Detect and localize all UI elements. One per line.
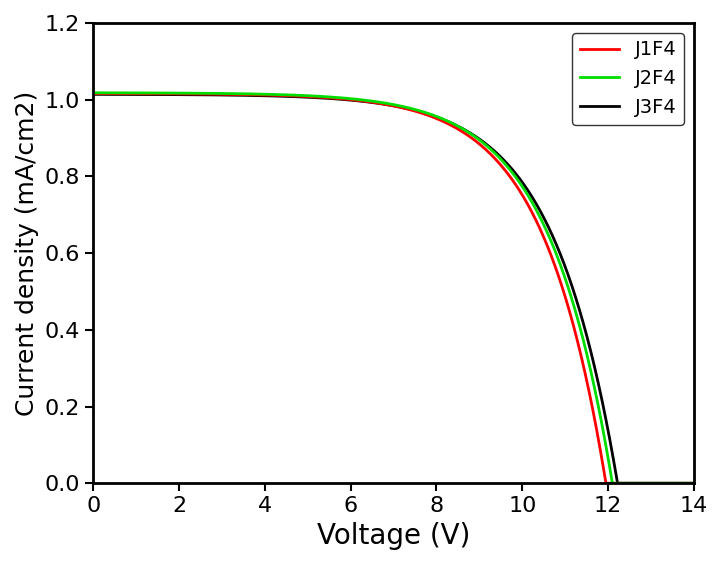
Legend: J1F4, J2F4, J3F4: J1F4, J2F4, J3F4 xyxy=(573,33,684,125)
Line: J3F4: J3F4 xyxy=(93,94,694,483)
J2F4 xyxy=(678,480,687,486)
J2F4 xyxy=(608,480,617,486)
J1F4 xyxy=(346,96,354,103)
Y-axis label: Current density (mA/cm2): Current density (mA/cm2) xyxy=(15,90,39,416)
J1F4 xyxy=(89,90,98,97)
J2F4 xyxy=(690,480,698,486)
J3F4 xyxy=(158,91,166,98)
J2F4 xyxy=(193,90,202,97)
J3F4 xyxy=(346,97,354,103)
X-axis label: Voltage (V): Voltage (V) xyxy=(317,522,470,550)
J2F4 xyxy=(320,93,328,100)
Line: J1F4: J1F4 xyxy=(93,94,694,483)
J3F4 xyxy=(193,92,202,98)
J3F4 xyxy=(613,479,622,486)
J1F4 xyxy=(193,90,202,97)
J3F4 xyxy=(320,95,328,102)
J3F4 xyxy=(678,480,687,486)
J1F4 xyxy=(678,480,687,486)
J2F4 xyxy=(158,90,166,97)
J1F4 xyxy=(602,480,610,486)
J1F4 xyxy=(158,90,166,97)
J1F4 xyxy=(320,94,328,101)
J2F4 xyxy=(89,89,98,96)
J1F4 xyxy=(690,480,698,486)
J3F4 xyxy=(690,480,698,486)
Line: J2F4: J2F4 xyxy=(93,93,694,483)
J3F4 xyxy=(613,480,622,486)
J2F4 xyxy=(346,95,354,102)
J1F4 xyxy=(613,480,622,486)
J3F4 xyxy=(89,91,98,98)
J2F4 xyxy=(613,480,622,486)
